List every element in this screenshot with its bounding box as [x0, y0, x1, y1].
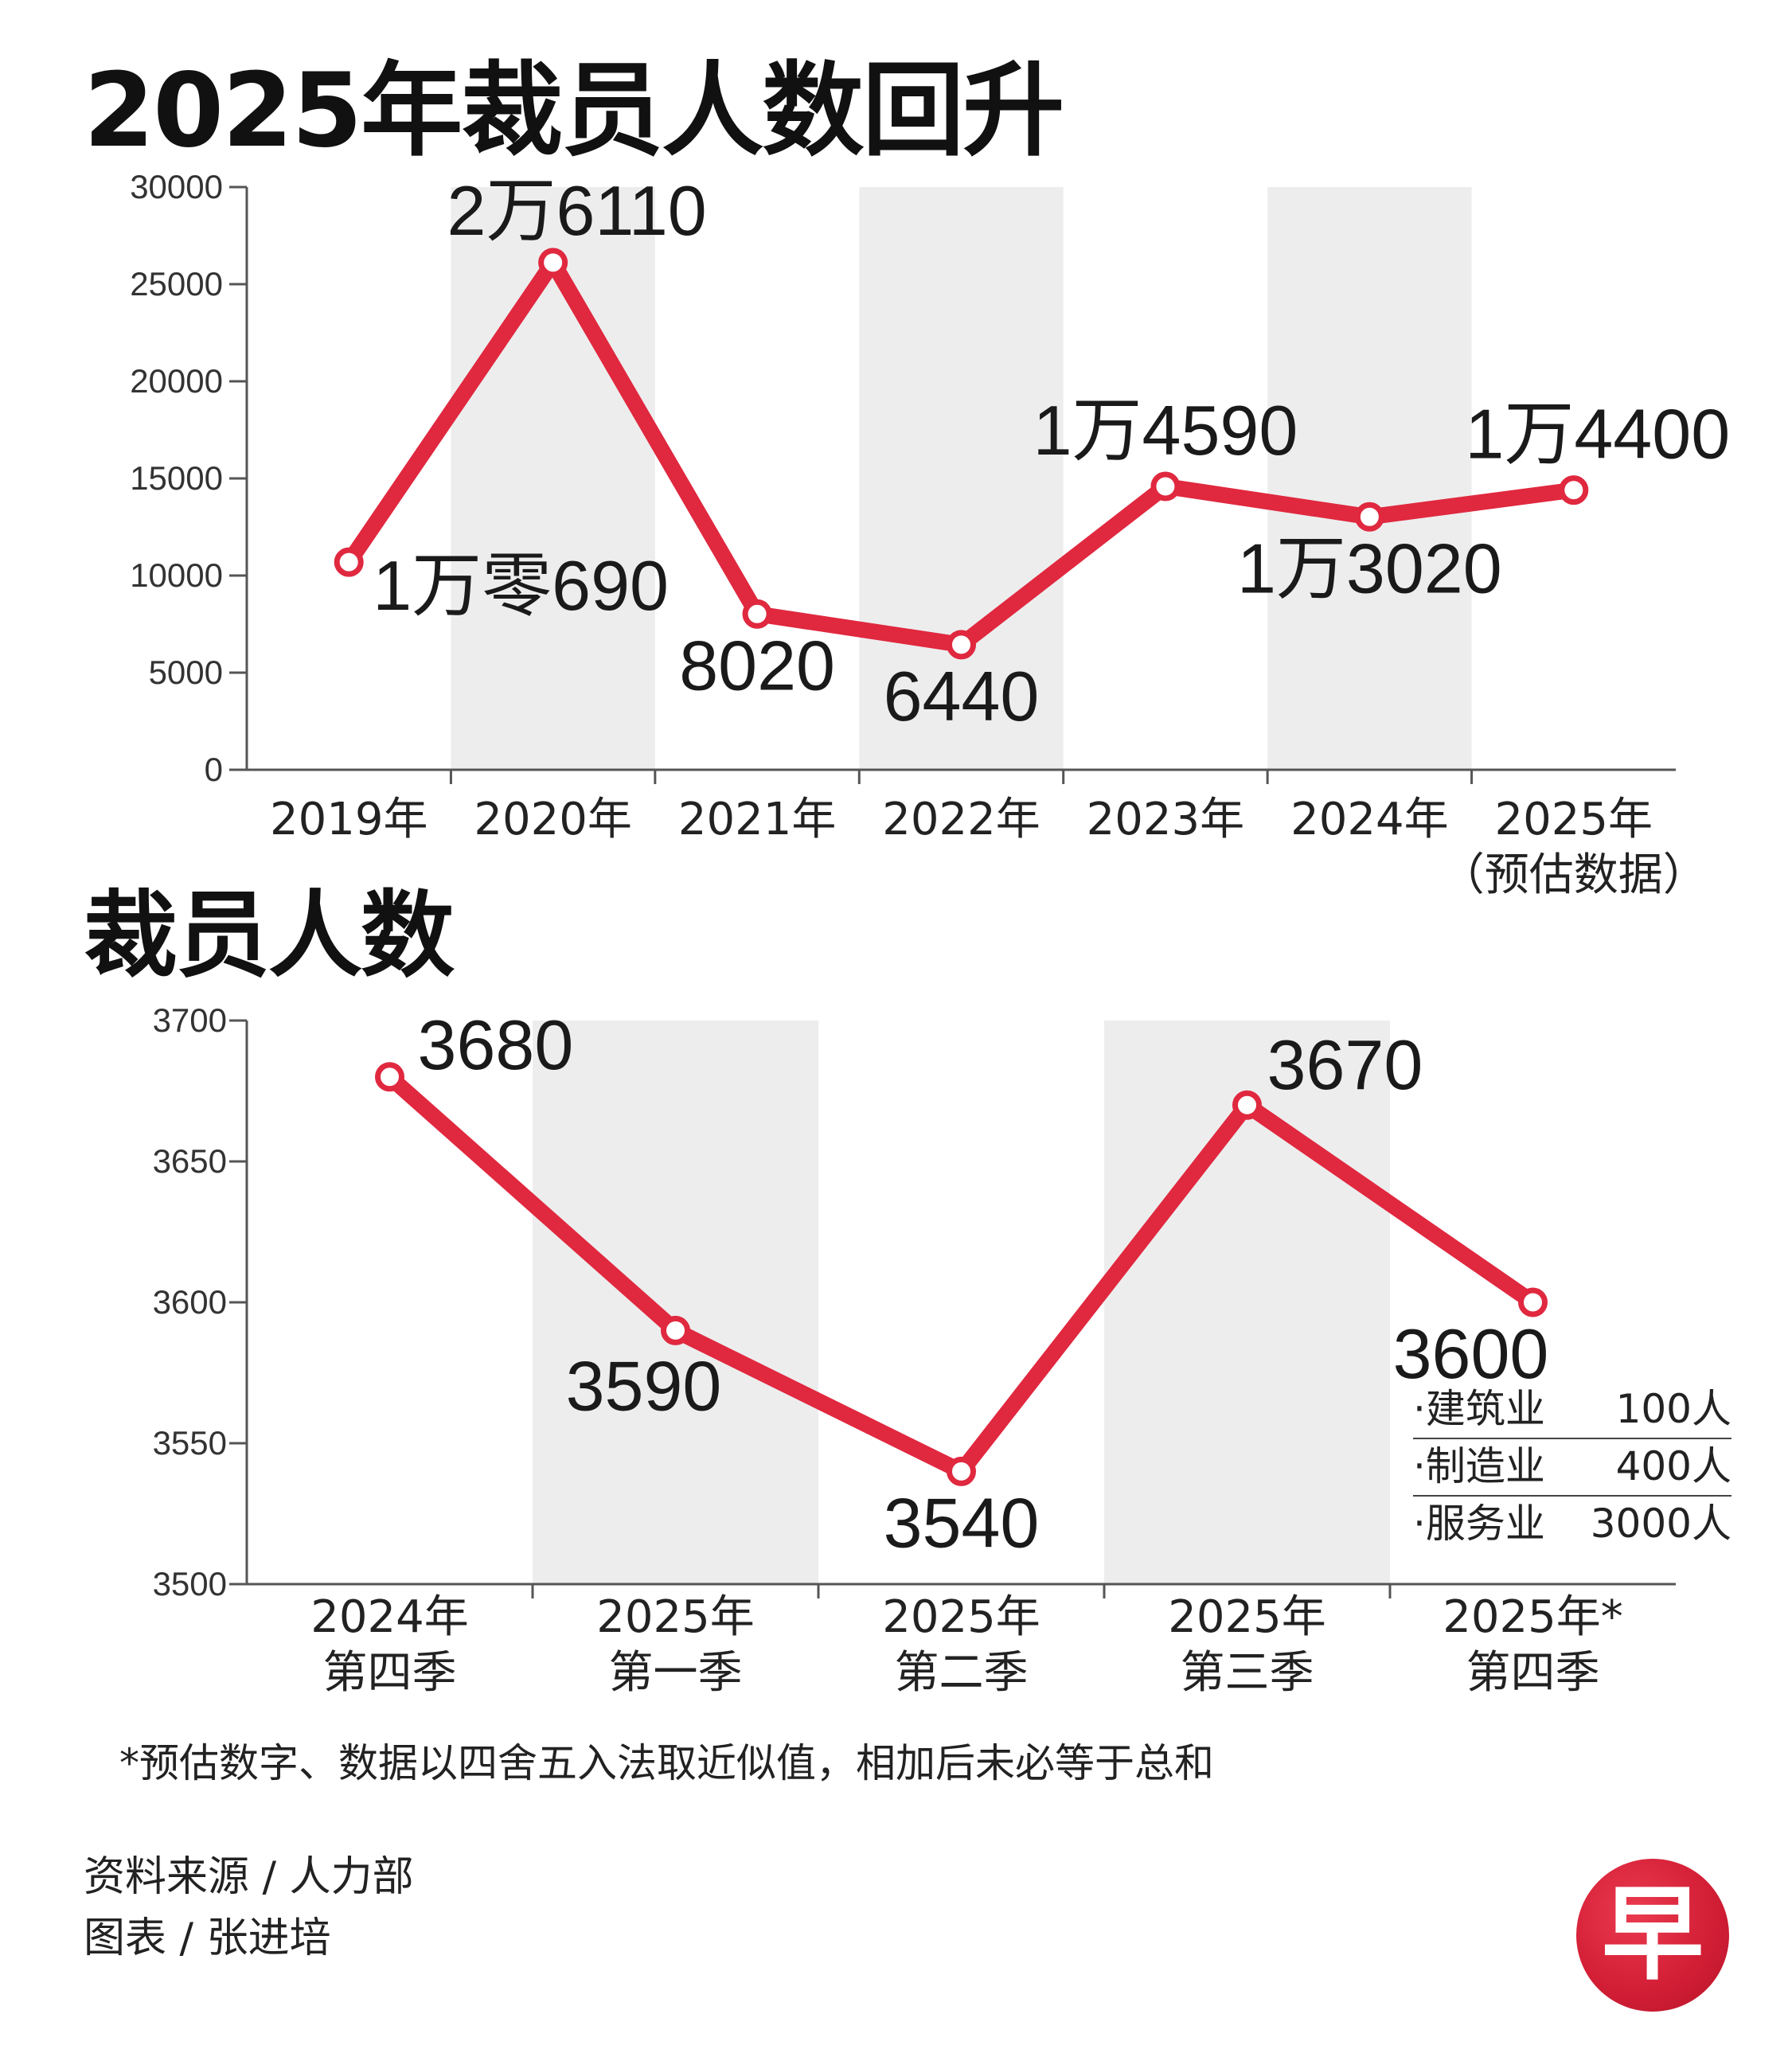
- data-point: [947, 1456, 976, 1486]
- x-tick-label: 2023年: [1087, 794, 1245, 845]
- data-label: 3600: [1393, 1314, 1549, 1393]
- data-point: [1518, 1287, 1548, 1317]
- data-label: 1万3020: [1237, 529, 1502, 607]
- breakdown-sector: ·建筑业: [1413, 1386, 1545, 1432]
- breakdown-sector: ·制造业: [1413, 1443, 1545, 1489]
- data-label: 3590: [566, 1346, 722, 1425]
- data-point: [742, 599, 772, 629]
- y-tick-label: 3600: [153, 1283, 227, 1321]
- y-tick-label: 3650: [153, 1142, 227, 1180]
- y-tick-label: 3550: [153, 1424, 227, 1462]
- breakdown-count: 100人: [1616, 1386, 1731, 1432]
- x-tick-label: 2024年: [310, 1591, 469, 1643]
- x-tick-label: 第三季: [1181, 1647, 1314, 1699]
- x-tick-label: 2022年: [882, 794, 1040, 845]
- x-tick-label: 第四季: [323, 1647, 457, 1699]
- y-tick-label: 0: [205, 751, 223, 788]
- data-label: 8020: [679, 626, 835, 704]
- data-point: [1150, 471, 1181, 502]
- data-label: 2万6110: [447, 171, 707, 250]
- shaded-band: [1267, 187, 1472, 770]
- data-label: 1万4590: [1033, 391, 1298, 470]
- y-tick-label: 30000: [130, 168, 223, 205]
- breakdown-count: 3000人: [1591, 1501, 1731, 1547]
- data-point: [1232, 1090, 1262, 1120]
- breakdown-count: 400人: [1616, 1443, 1731, 1489]
- zaobao-logo: 早: [1576, 1859, 1729, 2012]
- x-tick-label: 2025年: [596, 1591, 755, 1643]
- data-point: [1559, 475, 1589, 505]
- x-tick-label: 第二季: [895, 1647, 1029, 1699]
- data-label: 6440: [884, 657, 1040, 736]
- x-tick-label: 第四季: [1466, 1647, 1600, 1699]
- y-tick-label: 20000: [130, 362, 223, 400]
- annual-layoffs-chart: 0 5000 10000 15000 20000 25000 30000 2019年 2020年…: [130, 168, 1730, 901]
- x-tick-label: 2025年: [1168, 1591, 1326, 1643]
- y-tick-label: 3700: [153, 1001, 227, 1039]
- x-tick-label: 2025年: [1495, 794, 1653, 845]
- data-label: 3540: [884, 1483, 1040, 1562]
- y-tick-label: 15000: [130, 459, 223, 497]
- shaded-band: [533, 1021, 818, 1584]
- shaded-band: [451, 187, 655, 770]
- data-label: 1万零690: [373, 546, 669, 625]
- shaded-band: [859, 187, 1064, 770]
- footnote: *预估数字、数据以四舍五入法取近似值，相加后未必等于总和: [119, 1740, 1214, 1786]
- breakdown-sector: ·服务业: [1413, 1501, 1545, 1547]
- x-tick-label: 2025年*: [1443, 1591, 1623, 1643]
- x-tick-label: 2021年: [678, 794, 837, 845]
- y-tick-label: 25000: [130, 265, 223, 302]
- data-label: 1万4400: [1465, 395, 1730, 474]
- data-point: [375, 1062, 404, 1092]
- data-point: [1354, 502, 1384, 532]
- quarterly-layoffs-chart: 350035503600365037002024年第四季2025年第一季2025…: [153, 1001, 1731, 1699]
- data-point: [947, 630, 976, 660]
- x-tick-note: （预估数据）: [1440, 849, 1708, 901]
- data-point: [334, 547, 364, 577]
- y-tick-label: 3500: [153, 1565, 227, 1602]
- x-tick-label: 2019年: [270, 794, 428, 845]
- data-label: 3680: [418, 1005, 574, 1084]
- x-tick-label: 第一季: [609, 1647, 743, 1699]
- chart-title-quarterly: 裁员人数: [84, 880, 455, 990]
- x-tick-label: 2025年: [882, 1591, 1040, 1643]
- data-point: [538, 248, 568, 278]
- data-label: 3670: [1267, 1025, 1423, 1104]
- x-tick-label: 2024年: [1290, 794, 1449, 845]
- data-point: [661, 1315, 690, 1345]
- chart-title-annual: 2025年裁员人数回升: [84, 52, 1064, 170]
- y-tick-label: 5000: [149, 654, 223, 691]
- x-tick-label: 2020年: [474, 794, 632, 845]
- graphics-credit: 图表 / 张进培: [84, 1914, 331, 1962]
- source-credit: 资料来源 / 人力部: [84, 1853, 414, 1901]
- y-tick-label: 10000: [130, 556, 223, 594]
